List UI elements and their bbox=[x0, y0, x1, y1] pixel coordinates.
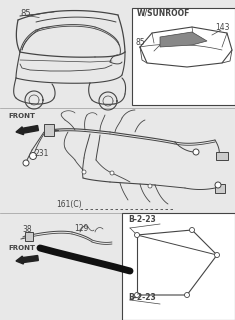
Text: 231: 231 bbox=[34, 149, 48, 158]
FancyArrow shape bbox=[16, 125, 39, 135]
Bar bbox=[132, 8, 235, 105]
Text: FRONT: FRONT bbox=[8, 245, 35, 251]
Bar bbox=[122, 213, 235, 320]
Bar bbox=[215, 184, 225, 193]
Text: 161(C): 161(C) bbox=[56, 200, 82, 209]
Bar bbox=[216, 152, 228, 160]
Circle shape bbox=[82, 170, 86, 174]
Circle shape bbox=[134, 292, 140, 298]
Text: 85: 85 bbox=[135, 38, 145, 47]
Text: 38: 38 bbox=[22, 225, 32, 234]
Circle shape bbox=[148, 184, 152, 188]
Circle shape bbox=[215, 252, 219, 258]
Text: FRONT: FRONT bbox=[8, 113, 35, 119]
Text: W/SUNROOF: W/SUNROOF bbox=[137, 8, 190, 17]
Circle shape bbox=[23, 160, 29, 166]
FancyArrow shape bbox=[16, 256, 38, 264]
Circle shape bbox=[184, 292, 189, 298]
Circle shape bbox=[30, 153, 36, 159]
Circle shape bbox=[110, 171, 114, 175]
Bar bbox=[44, 124, 54, 136]
Text: 143: 143 bbox=[215, 23, 230, 32]
Circle shape bbox=[189, 228, 195, 233]
Text: 129: 129 bbox=[74, 224, 88, 233]
Circle shape bbox=[215, 182, 221, 188]
Circle shape bbox=[134, 233, 140, 237]
Polygon shape bbox=[160, 32, 207, 47]
Bar bbox=[25, 232, 33, 241]
Circle shape bbox=[193, 149, 199, 155]
Text: 85: 85 bbox=[20, 9, 31, 18]
Text: B-2-23: B-2-23 bbox=[128, 293, 156, 302]
Text: B-2-23: B-2-23 bbox=[128, 215, 156, 224]
